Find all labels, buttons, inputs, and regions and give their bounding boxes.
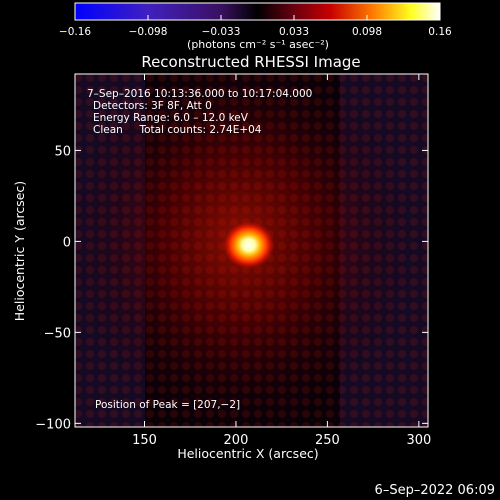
y-axis-label: Heliocentric Y (arcsec) [12, 181, 27, 321]
x-tick-label: 150 [132, 433, 157, 448]
chart-title: Reconstructed RHESSI Image [141, 53, 360, 71]
y-tick-label: 50 [54, 144, 71, 159]
annotation-detectors: Detectors: 3F 8F, Att 0 [93, 100, 212, 112]
colorbar-tick-label: 0.16 [428, 26, 452, 38]
peak-source [222, 221, 275, 270]
plot-frame [74, 73, 429, 428]
annotation-time-range: 7–Sep–2016 10:13:36.000 to 10:17:04.000 [87, 88, 312, 100]
x-tick-label: 200 [224, 433, 249, 448]
colorbar-tick-label: −0.033 [202, 26, 241, 38]
y-tick-label: −100 [35, 417, 71, 432]
footer-timestamp: 6–Sep–2022 06:09 [375, 483, 495, 498]
y-tick-label: −50 [44, 326, 71, 341]
colorbar-tick-label: −0.098 [129, 26, 168, 38]
x-tick-label: 300 [406, 433, 431, 448]
image-area [75, 74, 428, 427]
colorbar-tick-label: 0.098 [352, 26, 382, 38]
x-axis-label: Heliocentric X (arcsec) [177, 446, 318, 461]
x-axis-ticks: 150 200 250 300 [132, 74, 431, 448]
annotation-peak-position: Position of Peak = [207,−2] [95, 399, 240, 411]
y-axis-ticks: −100 −50 0 50 [35, 144, 428, 432]
colorbar-tick-label: −0.16 [59, 26, 91, 38]
x-tick-label: 250 [315, 433, 340, 448]
y-tick-label: 0 [63, 235, 71, 250]
colorbar-ticks: −0.16 −0.098 −0.033 0.033 0.098 0.16 [59, 15, 452, 38]
colorbar [74, 2, 441, 21]
colorbar-tick-label: 0.033 [279, 26, 309, 38]
annotation-clean-counts: Clean Total counts: 2.74E+04 [93, 124, 262, 136]
annotation-energy: Energy Range: 6.0 – 12.0 keV [93, 112, 249, 124]
colorbar-unit-label: (photons cm⁻² s⁻¹ asec⁻²) [187, 38, 329, 51]
